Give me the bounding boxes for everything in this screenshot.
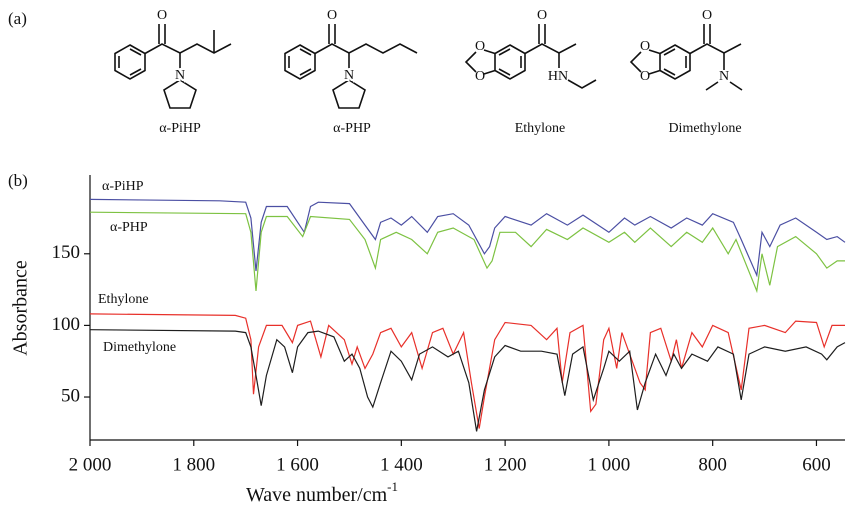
x-tick-label: 600 [802,454,831,475]
series-label: α-PiHP [102,179,144,194]
y-tick-label: 50 [61,385,80,406]
atom: O [702,8,712,23]
series-label: α-PHP [110,220,148,235]
atom: N [175,68,185,83]
atom: N [344,68,354,83]
x-axis-label: Wave number/cm-1 [246,479,398,506]
atom: O [537,8,547,23]
compound-name: Ethylone [515,121,566,136]
x-axis-label-text: Wave number/cm [246,484,388,506]
y-tick-label: 150 [52,242,81,263]
atom: O [475,39,485,54]
spectra-plot: 50 100 150 2 000 1 800 1 600 1 400 1 200 1 000 80… [52,175,846,475]
y-tick-label: 100 [52,314,81,335]
x-tick-label: 1 800 [172,454,215,475]
spectrum-line [89,313,845,429]
x-tick-label: 2 000 [69,454,112,475]
series-label: Dimethylone [103,340,176,355]
structure: O N [284,8,418,109]
structure: O O O HN [464,8,597,89]
x-axis-label-sup: -1 [387,479,398,494]
spectrum-line [89,329,846,432]
atom: O [475,69,485,84]
y-axis-label: Absorbance [10,260,32,356]
x-tick-label: 1 200 [484,454,527,475]
structure: O N [114,8,232,109]
atom: O [640,39,650,54]
atom: O [640,69,650,84]
x-tick-label: 800 [698,454,727,475]
x-tick-label: 1 400 [380,454,423,475]
atom: N [719,69,729,84]
compound-name: α-PiHP [159,121,201,136]
structure: O O O N [629,8,743,91]
panel-label: (a) [8,9,27,28]
atom: O [327,8,337,23]
x-tick-label: 1 000 [588,454,631,475]
atom: O [157,8,167,23]
compound-name: α-PHP [333,121,371,136]
compound-name: Dimethylone [668,121,741,136]
atom: HN [548,69,568,84]
x-tick-label: 1 600 [276,454,319,475]
spectrum-line [89,211,845,294]
spectrum-line [89,198,846,278]
panel-label: (b) [8,171,28,190]
series-label: Ethylone [98,292,149,307]
